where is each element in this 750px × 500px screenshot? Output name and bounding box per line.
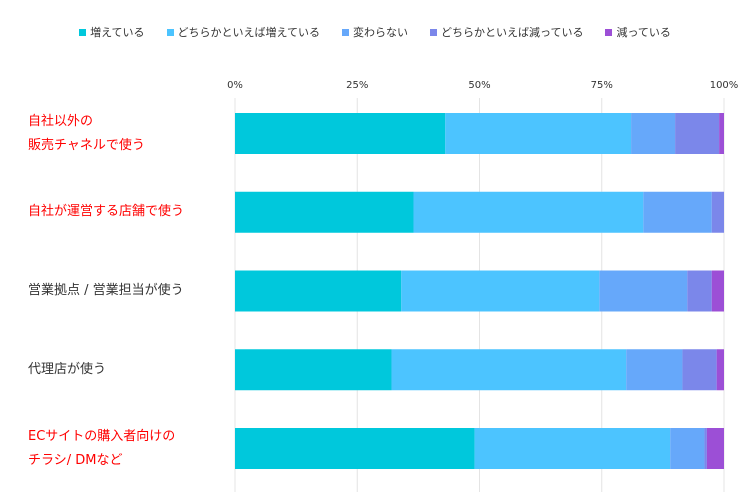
legend-swatch — [79, 28, 87, 36]
bar-segment — [235, 191, 414, 233]
category-label: 自社が運営する店舗で使う — [28, 204, 185, 220]
category-label: 自社以外の 販売チャネルで使う — [28, 113, 145, 153]
legend-label: 変わらない — [353, 26, 408, 39]
bar-segment — [711, 191, 724, 233]
legend-swatch — [605, 28, 613, 36]
bar-segment — [235, 270, 402, 312]
bar-segment — [474, 428, 671, 469]
bar-segment — [719, 113, 724, 154]
category-label: 営業拠点 / 営業担当が使う — [28, 283, 184, 298]
bar-segment — [235, 349, 392, 391]
legend-item: 変わらない — [342, 24, 408, 40]
legend-item: どちらかといえば増えている — [166, 24, 320, 40]
category-label: ECサイトの購入者向けの チラシ/ DMなど — [28, 428, 176, 468]
bar-segment — [670, 428, 705, 469]
legend-label: どちらかといえば減っている — [441, 26, 584, 39]
legend-swatch — [166, 28, 174, 36]
bar-segment — [706, 428, 724, 469]
legend-label: 増えている — [90, 26, 145, 39]
bar-segment — [445, 113, 632, 154]
bar-segment — [631, 113, 676, 154]
legend-label: 減っている — [616, 26, 671, 39]
legend-item: 増えている — [79, 24, 145, 40]
bar-segment — [675, 113, 720, 154]
bar-segment — [716, 349, 724, 391]
bar-segment — [599, 270, 688, 312]
bar-segment — [235, 428, 475, 469]
bar-segment — [413, 191, 644, 233]
bar-segment — [682, 349, 717, 391]
bar-segment — [626, 349, 683, 391]
x-tick-label: 100% — [710, 80, 739, 91]
bar-segment — [235, 113, 446, 154]
category-label: 代理店が使う — [28, 361, 107, 377]
x-tick-label: 75% — [591, 80, 613, 91]
bar-segment — [401, 270, 600, 312]
x-tick-label: 25% — [346, 80, 368, 91]
bar-segment — [391, 349, 627, 391]
legend-swatch — [342, 28, 349, 36]
legend-item: どちらかといえば減っている — [430, 24, 583, 40]
legend: 増えている どちらかといえば増えている 変わらない どちらかといえば減っている 減ってい… — [0, 24, 750, 40]
bar-segment — [643, 191, 712, 233]
x-tick-label: 50% — [468, 80, 490, 91]
legend-swatch — [430, 28, 437, 36]
bar-segment — [687, 270, 712, 312]
legend-item: 減っている — [605, 24, 671, 40]
bar-segment — [704, 428, 707, 469]
legend-label: どちらかといえば増えている — [177, 26, 320, 39]
x-tick-label: 0% — [227, 80, 243, 91]
bar-segment — [711, 270, 724, 312]
